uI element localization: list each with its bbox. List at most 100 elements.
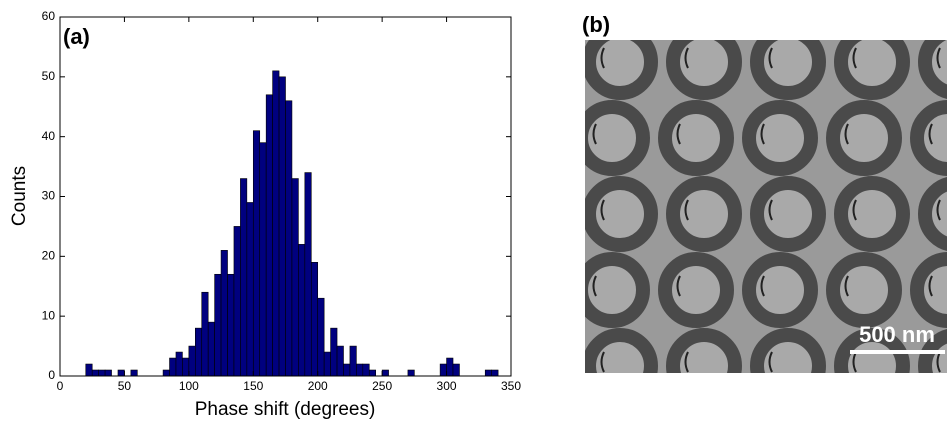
ring (918, 177, 947, 251)
ring-defect (936, 199, 941, 221)
ring-defect (936, 47, 941, 69)
bar (439, 363, 447, 377)
ring-defect (768, 351, 773, 373)
x-tick-label: 300 (437, 379, 457, 393)
x-tick-label: 250 (372, 379, 392, 393)
panel-label: (a) (63, 24, 90, 49)
ring-defect (928, 275, 933, 297)
bar (330, 327, 338, 377)
ring (666, 176, 742, 252)
y-tick-label: 50 (42, 69, 56, 83)
bar (317, 297, 325, 377)
bar (368, 369, 376, 377)
bar (272, 70, 280, 377)
ring (585, 176, 658, 252)
bar (343, 363, 351, 377)
bar (265, 94, 273, 377)
ring-defect (684, 199, 689, 221)
bar (278, 76, 286, 377)
bar (220, 250, 228, 377)
sem-image (497, 31, 947, 373)
ring (910, 100, 947, 176)
bar (188, 345, 196, 377)
bar (207, 321, 215, 377)
y-tick-label: 0 (48, 368, 55, 382)
ring (826, 252, 902, 328)
ring-defect (592, 123, 597, 145)
bar (310, 262, 319, 377)
ring-defect (518, 352, 521, 372)
bar (104, 369, 112, 377)
bar (130, 369, 138, 377)
y-tick-label: 40 (42, 129, 56, 143)
ring (505, 31, 567, 93)
ring-defect (844, 123, 849, 145)
ring (750, 40, 826, 100)
bar (162, 369, 170, 377)
ring-defect (844, 275, 849, 297)
bar (240, 178, 248, 377)
panel-label: (b) (582, 12, 610, 37)
ring (910, 252, 947, 328)
y-tick-label: 30 (42, 189, 56, 203)
bar (169, 357, 177, 377)
ring-defect (768, 199, 773, 221)
bar (233, 226, 241, 377)
bar (407, 369, 415, 377)
bar (201, 291, 209, 377)
y-axis-label: Counts (9, 166, 30, 226)
y-tick-label: 10 (42, 308, 56, 322)
ring-defect (600, 351, 605, 373)
ring-defect (768, 47, 773, 69)
bar (252, 130, 261, 377)
ring (834, 328, 910, 373)
ring-defect (684, 47, 689, 69)
x-tick-label: 50 (118, 379, 132, 393)
bar (349, 345, 357, 377)
ring (826, 100, 902, 176)
ring-defect (684, 351, 689, 373)
x-tick-label: 150 (243, 379, 263, 393)
ring (585, 252, 650, 328)
ring-defect (600, 47, 605, 69)
bar (85, 363, 93, 377)
bar (259, 142, 267, 377)
bar (214, 273, 222, 377)
bar (246, 202, 254, 377)
bar (175, 351, 183, 377)
bar (227, 273, 235, 377)
ring-defect (600, 199, 605, 221)
bar (298, 244, 306, 377)
ring-defect (518, 48, 521, 68)
y-tick-label: 20 (42, 249, 56, 263)
ring-defect (760, 275, 765, 297)
bar (117, 369, 125, 377)
bar (452, 363, 460, 377)
ring (497, 259, 559, 321)
ring (834, 176, 910, 252)
ring (834, 40, 910, 100)
ring (585, 40, 658, 100)
x-tick-label: 100 (179, 379, 199, 393)
bar (195, 327, 203, 377)
ring (585, 328, 658, 373)
x-tick-label: 200 (308, 379, 328, 393)
ring (742, 252, 818, 328)
bar (182, 357, 190, 377)
x-tick-label: 350 (501, 379, 521, 393)
bar (484, 369, 492, 377)
ring-defect (518, 200, 521, 220)
ring-defect (928, 123, 933, 145)
bar (446, 357, 454, 377)
bar (491, 369, 499, 377)
bar (362, 363, 370, 377)
x-axis-label: Phase shift (degrees) (195, 399, 376, 420)
ring-defect (852, 199, 857, 221)
ring-defect (676, 275, 681, 297)
ring (666, 40, 742, 100)
ring (918, 329, 947, 373)
bar (98, 369, 106, 377)
ring (918, 40, 947, 99)
bar (291, 178, 299, 377)
